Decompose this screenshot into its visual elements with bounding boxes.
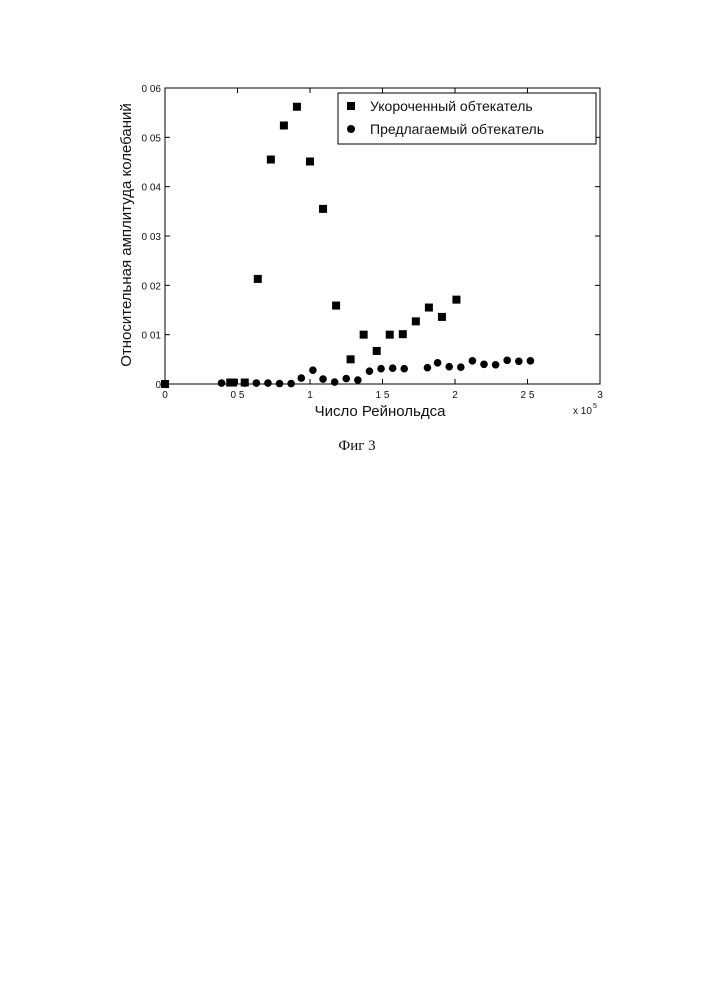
y-tick-label: 0 06 [142, 84, 162, 95]
data-point-circle [319, 375, 327, 383]
data-point-square [386, 331, 394, 339]
legend-marker-circle [347, 125, 355, 133]
legend: Укороченный обтекатель Предлагаемый обте… [338, 93, 596, 144]
data-point-circle [161, 380, 169, 388]
data-point-circle [457, 363, 465, 371]
data-point-circle [445, 363, 453, 371]
x-tick-label: 2 [452, 390, 458, 401]
data-point-circle [276, 380, 284, 388]
data-point-circle [503, 357, 511, 365]
data-point-circle [298, 374, 306, 382]
data-point-circle [287, 380, 295, 388]
legend-label-series-0: Укороченный обтекатель [370, 98, 533, 114]
data-point-circle [229, 379, 237, 387]
y-tick-label: 0 03 [142, 232, 162, 243]
x-tick-label: 0 [162, 390, 168, 401]
data-point-circle [309, 366, 317, 374]
x-tick-label: 0 5 [231, 390, 245, 401]
data-point-circle [515, 358, 523, 366]
y-axis-title: Относительная амплитуда колебаний [118, 103, 135, 367]
data-markers [161, 103, 534, 388]
data-point-circle [241, 379, 249, 387]
data-point-circle [331, 378, 339, 386]
data-point-square [254, 275, 262, 283]
legend-marker-square [347, 102, 355, 110]
data-point-square [373, 347, 381, 355]
data-point-square [347, 355, 355, 363]
data-point-square [280, 121, 288, 129]
x-multiplier-exponent: 5 [593, 403, 597, 410]
data-point-circle [527, 357, 535, 365]
data-point-circle [354, 376, 362, 384]
data-point-square [399, 330, 407, 338]
x-tick-label: 1 [307, 390, 313, 401]
x-multiplier: x 10 5 [573, 403, 597, 417]
data-point-square [452, 296, 460, 304]
data-point-circle [377, 365, 385, 373]
y-tick-label: 0 02 [142, 281, 162, 292]
data-point-square [319, 205, 327, 213]
data-point-square [306, 158, 314, 166]
data-point-square [293, 103, 301, 111]
x-tick-label: 3 [597, 390, 603, 401]
legend-label-series-1: Предлагаемый обтекатель [370, 121, 544, 137]
data-point-square [267, 156, 275, 164]
data-point-square [412, 317, 420, 325]
data-point-square [438, 313, 446, 321]
data-point-square [332, 302, 340, 310]
data-point-circle [400, 365, 408, 373]
data-point-circle [480, 360, 488, 368]
data-point-circle [424, 364, 432, 372]
x-multiplier-label: x 10 [573, 406, 592, 417]
x-tick-label: 1 5 [376, 390, 390, 401]
data-point-square [360, 331, 368, 339]
data-point-circle [434, 359, 442, 367]
y-tick-label: 0 01 [142, 331, 162, 342]
data-point-circle [492, 361, 500, 369]
x-axis-title: Число Рейнольдса [315, 403, 446, 420]
data-point-circle [469, 357, 477, 365]
data-point-circle [342, 375, 350, 383]
x-tick-label: 2 5 [521, 390, 535, 401]
data-point-circle [264, 379, 272, 387]
y-tick-label: 0 05 [142, 133, 162, 144]
data-point-circle [218, 379, 226, 387]
data-point-square [425, 304, 433, 312]
data-point-circle [389, 364, 397, 372]
data-point-circle [253, 379, 261, 387]
y-tick-label: 0 [155, 380, 161, 391]
y-tick-label: 0 04 [142, 183, 162, 194]
figure-caption: Фиг 3 [338, 438, 375, 454]
data-point-circle [366, 367, 374, 375]
